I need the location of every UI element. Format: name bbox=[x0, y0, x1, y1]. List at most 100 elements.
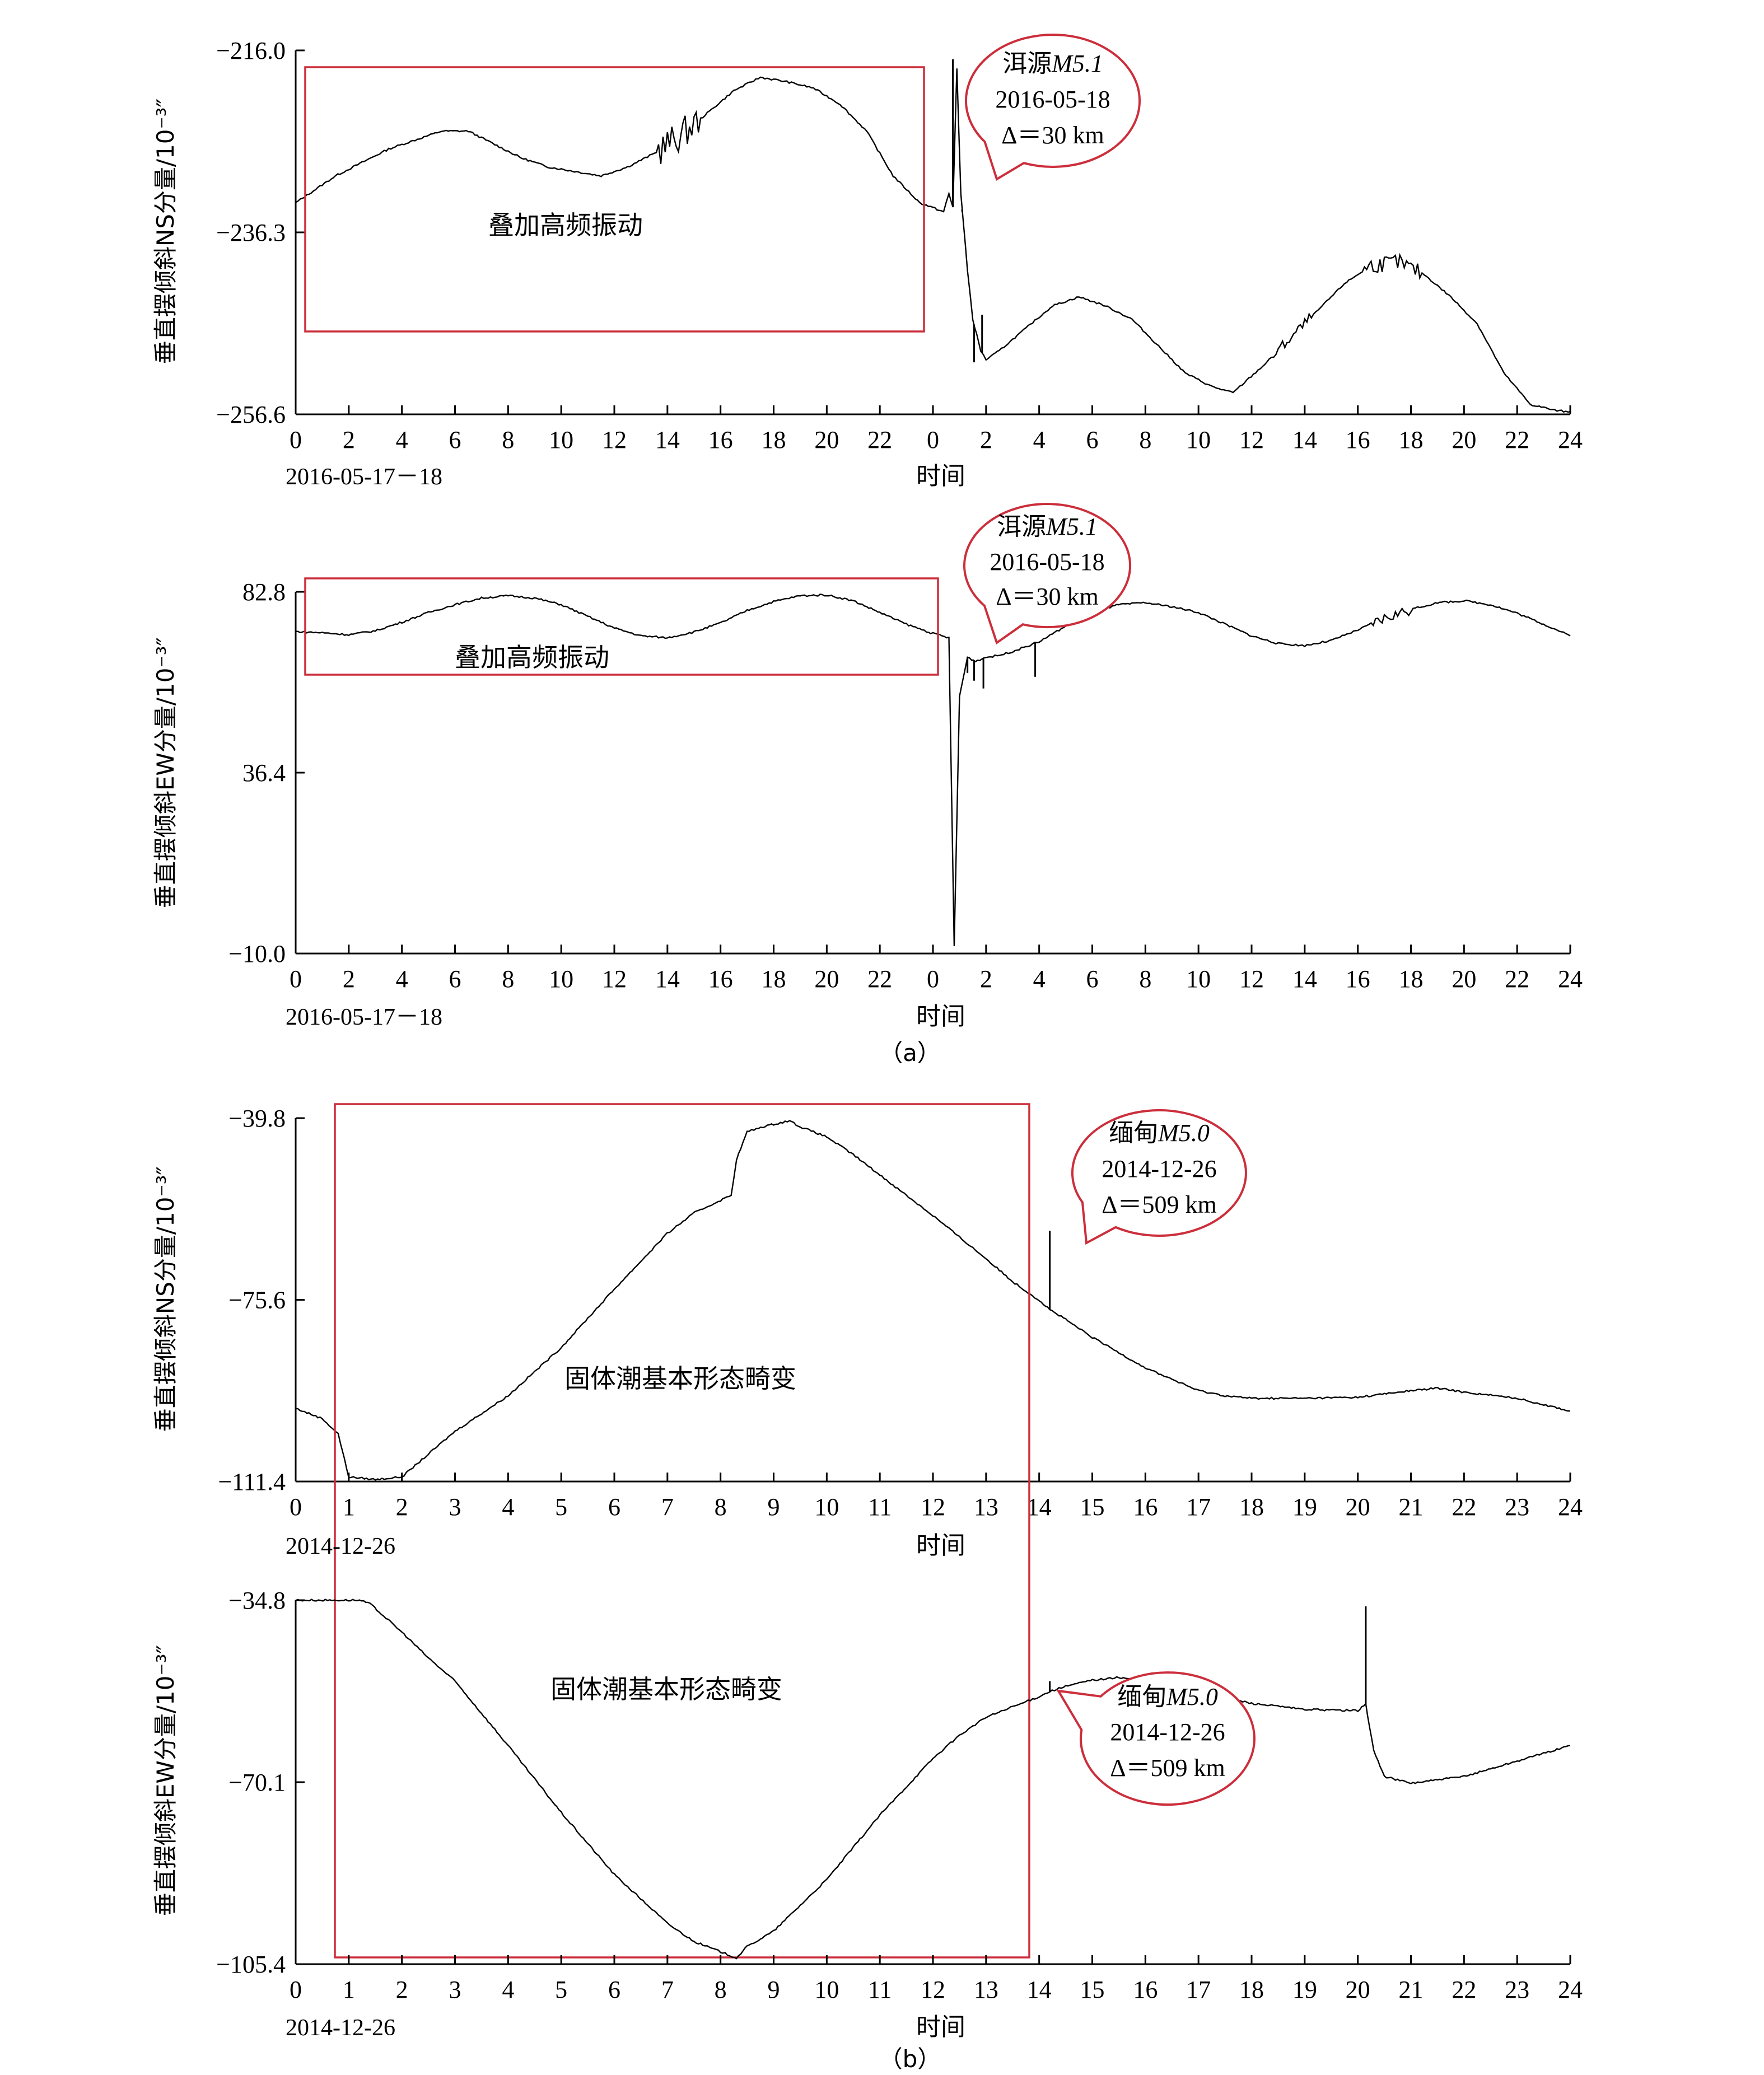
y-axis-label: 垂直摆倾斜NS分量/10⁻³″ bbox=[152, 1166, 179, 1432]
x-tick-label: 18 bbox=[1239, 1493, 1264, 1521]
x-tick-label: 0 bbox=[290, 1976, 302, 2003]
x-tick-label: 13 bbox=[974, 1493, 998, 1521]
x-tick-label: 2 bbox=[980, 426, 992, 454]
x-tick-label: 14 bbox=[1027, 1976, 1052, 2003]
x-date-label: 2014-12-26 bbox=[286, 2015, 395, 2041]
x-tick-label: 12 bbox=[921, 1493, 945, 1521]
x-tick-label: 19 bbox=[1292, 1493, 1317, 1521]
y-tick-label: −256.6 bbox=[216, 401, 286, 428]
y-tick-label: −111.4 bbox=[218, 1468, 286, 1496]
x-tick-label: 18 bbox=[762, 426, 786, 454]
x-date-label: 2016-05-17－18 bbox=[286, 1004, 442, 1030]
x-tick-label: 22 bbox=[867, 426, 892, 454]
event-callout: 缅甸M5.0 2014-12-26 Δ＝509 km bbox=[1071, 1109, 1247, 1245]
event-callout: 缅甸M5.0 2014-12-26 Δ＝509 km bbox=[1056, 1671, 1256, 1806]
series-line bbox=[295, 1599, 1571, 1960]
x-tick-label: 3 bbox=[449, 1493, 461, 1521]
callout-bubble bbox=[965, 33, 1141, 181]
x-tick-label: 8 bbox=[715, 1493, 727, 1521]
event-callout: 洱源M5.1 2016-05-18 Δ＝30 km bbox=[965, 33, 1141, 181]
x-tick-label: 17 bbox=[1186, 1976, 1211, 2003]
x-tick-label: 6 bbox=[1086, 965, 1099, 993]
annotation-box-label: 固体潮基本形态畸变 bbox=[564, 1363, 796, 1394]
x-ticks: 0 2 4 6 8 10 12 14 16 18 20 22 0 2 4 6 8 10 12 14 16 18 20 22 24 bbox=[290, 405, 1583, 454]
plot-area bbox=[295, 1599, 1571, 1965]
x-tick-label: 14 bbox=[655, 965, 680, 993]
x-tick-label: 2 bbox=[980, 965, 992, 993]
y-tick-label: −216.0 bbox=[216, 37, 286, 64]
x-tick-label: 10 bbox=[549, 965, 573, 993]
x-tick-label: 0 bbox=[290, 1493, 302, 1521]
x-tick-label: 6 bbox=[449, 965, 461, 993]
callout-bubble bbox=[1071, 1109, 1247, 1245]
y-ticks: −39.8 −75.6 −111.4 bbox=[218, 1105, 305, 1496]
x-tick-label: 20 bbox=[814, 426, 839, 454]
x-date-label: 2016-05-17－18 bbox=[286, 464, 442, 490]
x-tick-label: 24 bbox=[1558, 426, 1583, 454]
x-tick-label: 15 bbox=[1080, 1976, 1105, 2003]
event-line-1: 缅甸M5.0 bbox=[1117, 1683, 1218, 1711]
x-tick-label: 3 bbox=[449, 1976, 461, 2003]
x-tick-label: 21 bbox=[1399, 1493, 1424, 1521]
y-axis-label: 垂直摆倾斜EW分量/10⁻³″ bbox=[152, 637, 179, 908]
x-tick-label: 4 bbox=[1033, 426, 1046, 454]
x-tick-label: 20 bbox=[814, 965, 839, 993]
x-tick-label: 16 bbox=[1346, 426, 1370, 454]
x-tick-label: 6 bbox=[449, 426, 461, 454]
x-tick-label: 8 bbox=[502, 965, 514, 993]
event-title: 缅甸 bbox=[1117, 1683, 1166, 1711]
x-tick-label: 6 bbox=[608, 1493, 620, 1521]
x-tick-label: 4 bbox=[1033, 965, 1046, 993]
x-tick-label: 16 bbox=[1346, 965, 1370, 993]
x-tick-label: 14 bbox=[1292, 426, 1317, 454]
x-tick-label: 15 bbox=[1080, 1493, 1105, 1521]
y-tick-label: 82.8 bbox=[242, 578, 286, 606]
event-date: 2016-05-18 bbox=[995, 86, 1110, 113]
event-date: 2014-12-26 bbox=[1102, 1155, 1216, 1183]
annotation-box bbox=[304, 66, 925, 333]
x-tick-label: 2 bbox=[396, 1976, 408, 2003]
x-tick-label: 18 bbox=[1399, 426, 1424, 454]
x-tick-label: 16 bbox=[708, 426, 733, 454]
x-tick-label: 22 bbox=[1505, 965, 1529, 993]
event-line-1: 洱源M5.1 bbox=[1002, 49, 1103, 78]
x-tick-label: 22 bbox=[1452, 1976, 1476, 2003]
annotation-box-label: 叠加高频振动 bbox=[455, 642, 609, 672]
annotation-box-label: 固体潮基本形态畸变 bbox=[550, 1674, 782, 1704]
y-ticks: −34.8 −70.1 −105.4 bbox=[216, 1587, 305, 1978]
x-tick-label: 12 bbox=[602, 965, 627, 993]
x-tick-label: 10 bbox=[814, 1976, 839, 2003]
event-title: 洱源 bbox=[997, 512, 1046, 541]
event-magnitude: M5.1 bbox=[1046, 513, 1098, 540]
x-tick-label: 0 bbox=[290, 426, 302, 454]
callout-bubble bbox=[1056, 1671, 1256, 1806]
x-tick-label: 17 bbox=[1186, 1493, 1211, 1521]
x-axis-label: 时间 bbox=[916, 462, 965, 490]
x-tick-label: 6 bbox=[1086, 426, 1099, 454]
x-tick-label: 11 bbox=[868, 1493, 892, 1521]
x-tick-label: 7 bbox=[661, 1493, 674, 1521]
y-tick-label: −10.0 bbox=[228, 940, 286, 968]
x-tick-label: 7 bbox=[661, 1976, 674, 2003]
x-ticks: 0 2 4 6 8 10 12 14 16 18 20 22 0 2 4 6 8 10 12 14 16 18 20 22 24 bbox=[290, 945, 1583, 993]
x-tick-label: 2 bbox=[343, 965, 355, 993]
y-ticks: −216.0 −236.3 −256.6 bbox=[216, 37, 305, 428]
x-tick-label: 10 bbox=[1186, 426, 1211, 454]
x-tick-label: 4 bbox=[396, 965, 408, 993]
x-tick-label: 1 bbox=[343, 1493, 355, 1521]
x-tick-label: 16 bbox=[708, 965, 733, 993]
x-tick-label: 14 bbox=[1292, 965, 1317, 993]
x-tick-label: 1 bbox=[343, 1976, 355, 2003]
x-tick-label: 24 bbox=[1558, 1493, 1583, 1521]
x-date-label: 2014-12-26 bbox=[286, 1534, 395, 1559]
x-tick-label: 0 bbox=[290, 965, 302, 993]
x-tick-label: 18 bbox=[762, 965, 786, 993]
x-tick-label: 22 bbox=[1505, 426, 1529, 454]
x-tick-label: 23 bbox=[1505, 1493, 1529, 1521]
y-axis-label: 垂直摆倾斜NS分量/10⁻³″ bbox=[152, 99, 179, 364]
x-tick-label: 12 bbox=[1239, 965, 1264, 993]
